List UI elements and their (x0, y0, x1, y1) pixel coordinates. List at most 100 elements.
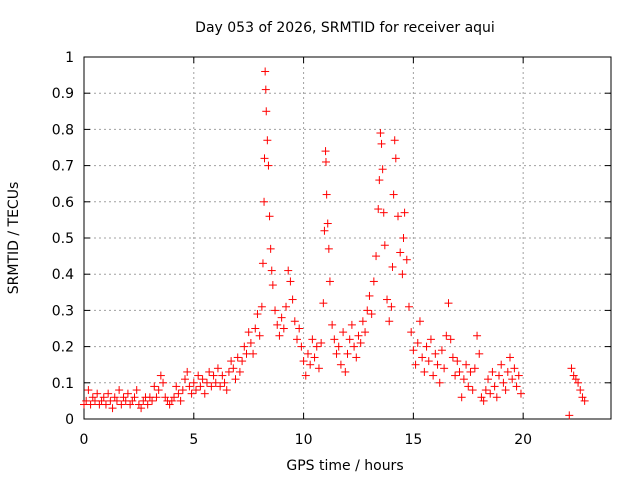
data-point (211, 378, 220, 387)
y-tick-label: 0 (65, 412, 74, 428)
data-point (400, 208, 409, 217)
data-point (273, 320, 282, 329)
data-point (277, 313, 286, 322)
data-point (321, 157, 330, 166)
data-point (261, 85, 270, 94)
data-point (240, 342, 249, 351)
data-point (263, 136, 272, 145)
data-point (200, 389, 209, 398)
data-point (365, 291, 374, 300)
data-point (459, 375, 468, 384)
data-point (99, 393, 108, 402)
data-point (455, 367, 464, 376)
data-point (260, 154, 269, 163)
data-point (411, 360, 420, 369)
data-point (442, 331, 451, 340)
data-point (374, 205, 383, 214)
data-point (320, 226, 329, 235)
y-tick-label: 0.5 (52, 231, 74, 247)
data-point (314, 364, 323, 373)
data-point (440, 364, 449, 373)
data-point (266, 244, 275, 253)
data-point (262, 107, 271, 116)
data-point (88, 393, 97, 402)
data-point (282, 302, 291, 311)
data-point (86, 400, 95, 409)
data-point (123, 389, 132, 398)
data-point (128, 396, 137, 405)
data-point (290, 317, 299, 326)
data-point (220, 378, 229, 387)
data-point (84, 386, 93, 395)
data-point (306, 360, 315, 369)
data-point (82, 396, 91, 405)
data-point (152, 393, 161, 402)
data-point (499, 378, 508, 387)
data-point (481, 386, 490, 395)
y-tick-label: 0.1 (52, 376, 74, 392)
y-tick-label: 1 (65, 50, 74, 66)
data-point (264, 161, 273, 170)
data-point (161, 393, 170, 402)
data-point (468, 386, 477, 395)
data-point (255, 331, 264, 340)
data-point (196, 382, 205, 391)
y-tick-label: 0.9 (52, 86, 74, 102)
data-point (497, 360, 506, 369)
data-point (265, 212, 274, 221)
data-point (174, 389, 183, 398)
data-point (167, 396, 176, 405)
y-tick-label: 0.4 (52, 267, 74, 283)
data-point (150, 382, 159, 391)
data-point (516, 389, 525, 398)
data-point (361, 328, 370, 337)
data-point (323, 219, 332, 228)
data-point (407, 328, 416, 337)
data-point (378, 165, 387, 174)
data-point (216, 382, 225, 391)
data-point (286, 277, 295, 286)
data-point (396, 248, 405, 257)
data-point (172, 382, 181, 391)
data-point (154, 386, 163, 395)
data-point (431, 349, 440, 358)
data-point (576, 386, 585, 395)
data-point (97, 396, 106, 405)
data-point (299, 357, 308, 366)
data-point (466, 367, 475, 376)
data-point (420, 367, 429, 376)
y-tick-label: 0.6 (52, 195, 74, 211)
data-point (233, 353, 242, 362)
data-point (398, 270, 407, 279)
data-point (508, 375, 517, 384)
x-tick-label: 5 (189, 432, 198, 448)
data-point (470, 364, 479, 373)
data-point (93, 389, 102, 398)
data-point (156, 371, 165, 380)
data-point (207, 382, 216, 391)
data-point (185, 382, 194, 391)
data-point (367, 310, 376, 319)
data-point (433, 360, 442, 369)
data-point (322, 190, 331, 199)
data-point (569, 371, 578, 380)
data-point (319, 299, 328, 308)
data-point (415, 317, 424, 326)
data-point (379, 208, 388, 217)
data-point (512, 382, 521, 391)
data-point (117, 400, 126, 409)
data-point (202, 378, 211, 387)
data-point (218, 371, 227, 380)
data-point (325, 277, 334, 286)
plot-frame (83, 56, 612, 420)
y-tick-label: 0.8 (52, 122, 74, 138)
data-point (354, 331, 363, 340)
data-point (267, 266, 276, 275)
data-point (505, 353, 514, 362)
data-point (253, 310, 262, 319)
data-point (402, 255, 411, 264)
data-point (352, 353, 361, 362)
data-point (297, 342, 306, 351)
data-point (292, 335, 301, 344)
data-point (380, 241, 389, 250)
